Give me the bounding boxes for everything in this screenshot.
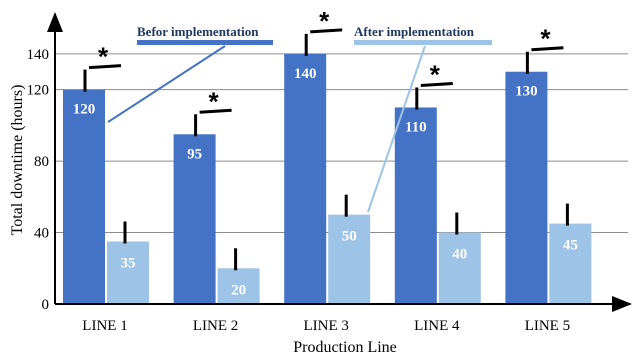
data-label-after: 20 xyxy=(231,282,246,298)
bar-before xyxy=(63,89,105,304)
bar-before xyxy=(173,134,216,304)
legend-label-before: Befor implementation xyxy=(137,24,259,39)
data-label-after: 50 xyxy=(342,229,357,245)
significance-bracket xyxy=(199,108,232,114)
error-bars: * * * * * xyxy=(83,6,569,271)
legend-callouts: Befor implementation After implementation xyxy=(107,24,492,213)
data-label-after: 45 xyxy=(563,238,578,254)
x-tick-label: LINE 1 xyxy=(82,318,127,334)
y-tick-label: 0 xyxy=(42,297,50,313)
bar-before xyxy=(284,53,327,304)
bar-before xyxy=(505,71,548,304)
bar-after xyxy=(217,268,260,304)
significance-star: * xyxy=(540,24,551,54)
significance-star: * xyxy=(209,86,220,116)
x-tick-label: LINE 4 xyxy=(414,318,460,334)
significance-star: * xyxy=(319,6,330,36)
significance-bracket xyxy=(531,46,564,52)
data-label-after: 40 xyxy=(452,247,467,263)
legend-leader-after xyxy=(367,45,426,213)
bar-before xyxy=(394,107,437,304)
data-label-before: 95 xyxy=(187,146,202,162)
x-axis-title: Production Line xyxy=(293,339,397,356)
bar-after xyxy=(438,232,481,304)
significance-star: * xyxy=(430,59,441,89)
data-label-after: 35 xyxy=(121,255,136,271)
significance-bracket xyxy=(88,64,122,70)
data-label-before: 130 xyxy=(515,84,538,100)
legend-swatch-after xyxy=(354,40,492,45)
bar-after xyxy=(549,223,592,304)
bar-after xyxy=(328,214,371,304)
data-label-before: 120 xyxy=(73,102,96,118)
axes: 0 40 80 120 140 LINE 1 LINE 2 LINE 3 LINE 4 LINE … xyxy=(9,12,632,356)
x-tick-label: LINE 5 xyxy=(525,318,570,334)
data-label-before: 140 xyxy=(294,66,317,82)
data-labels: 120 35 95 20 140 50 110 40 130 45 xyxy=(73,66,578,298)
y-axis-title: Total downtime (hours) xyxy=(9,85,26,236)
significance-bracket xyxy=(420,81,453,87)
y-tick-label: 80 xyxy=(34,154,49,170)
legend-label-after: After implementation xyxy=(354,24,475,39)
y-tick-label: 140 xyxy=(27,47,50,63)
data-label-before: 110 xyxy=(405,119,427,135)
legend-swatch-before xyxy=(137,40,273,45)
significance-bracket xyxy=(310,28,343,34)
x-tick-label: LINE 2 xyxy=(193,318,238,334)
legend-leader-before xyxy=(107,45,226,123)
bars xyxy=(63,53,592,304)
bar-after xyxy=(107,241,149,304)
y-tick-label: 120 xyxy=(27,83,50,99)
significance-star: * xyxy=(98,42,109,72)
x-tick-label: LINE 3 xyxy=(303,318,348,334)
y-tick-label: 40 xyxy=(34,226,49,242)
